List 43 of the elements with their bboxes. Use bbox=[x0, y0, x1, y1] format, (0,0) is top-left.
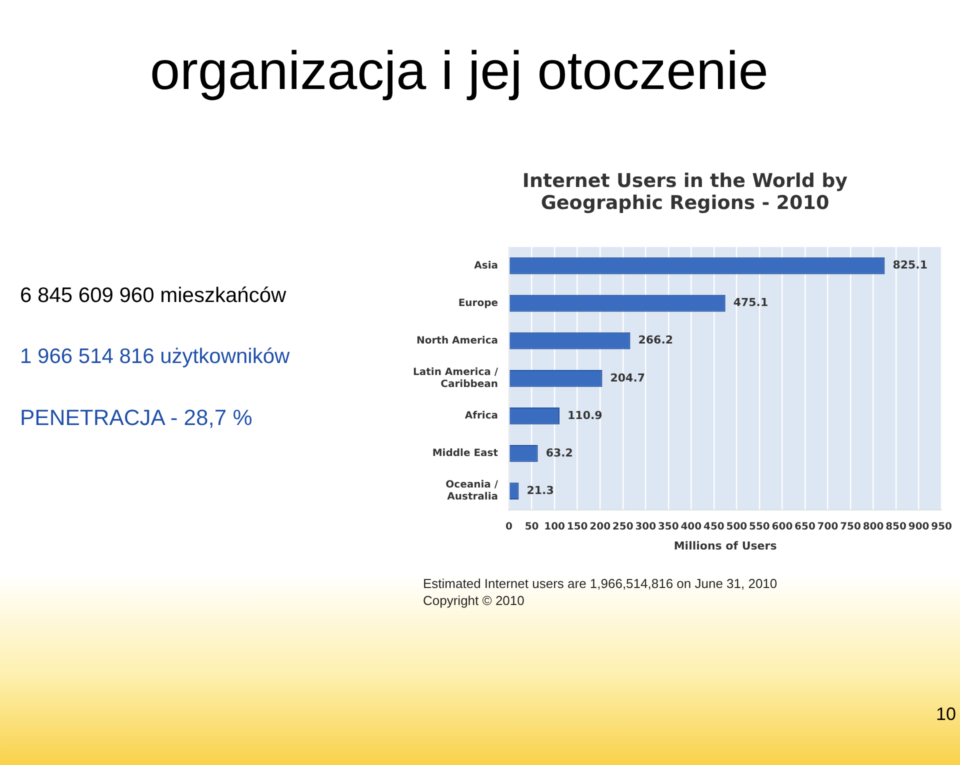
data-label: 825.1 bbox=[892, 258, 928, 272]
text: 6 845 609 960 mieszkańców bbox=[20, 284, 286, 308]
data-label: 110.9 bbox=[568, 408, 602, 422]
x-tick-label: 250 bbox=[612, 521, 634, 532]
text: PENETRACJA - 28,7 % bbox=[20, 405, 252, 431]
x-tick-label: 350 bbox=[658, 521, 679, 532]
data-label: 204.7 bbox=[610, 371, 646, 384]
y-tick-label: North America bbox=[416, 335, 498, 346]
data-label: 475.1 bbox=[733, 296, 768, 310]
y-tick-label: Middle East bbox=[432, 448, 498, 460]
y-tick-label: Asia bbox=[474, 260, 498, 272]
x-tick-label: 600 bbox=[772, 521, 793, 532]
x-tick-label: 0 bbox=[506, 521, 513, 532]
y-tick-label: Oceania / Australia bbox=[446, 480, 498, 503]
x-tick-label: 900 bbox=[908, 521, 930, 532]
x-tick-label: 500 bbox=[726, 521, 748, 532]
data-label: 21.3 bbox=[526, 484, 554, 497]
x-tick-label: 550 bbox=[749, 521, 770, 532]
x-tick-label: 850 bbox=[886, 521, 907, 532]
text: 10 bbox=[936, 704, 956, 725]
x-tick-label: 150 bbox=[566, 521, 588, 532]
text: Copyright © 2010 bbox=[423, 593, 524, 608]
x-tick-label: 300 bbox=[635, 521, 656, 532]
y-tick-label: Latin America / Caribbean bbox=[412, 366, 498, 390]
y-tick-label: Africa bbox=[464, 410, 498, 422]
x-tick-label: 450 bbox=[703, 521, 724, 532]
text: 1 966 514 816 użytkowników bbox=[20, 345, 290, 369]
x-tick-label: 800 bbox=[862, 521, 884, 532]
chart-title: Internet Users in the World by Geographic Regions - 2010 bbox=[521, 170, 849, 214]
x-tick-label: 650 bbox=[794, 521, 816, 532]
x-tick-label: 200 bbox=[590, 521, 611, 532]
x-axis-title: Millions of Users bbox=[674, 539, 778, 552]
text: Estimated Internet users are 1,966,514,816 on June 31, 2010 bbox=[423, 576, 778, 591]
y-tick-label: Europe bbox=[458, 298, 498, 309]
x-tick-label: 100 bbox=[544, 521, 566, 532]
data-label: 63.2 bbox=[546, 446, 573, 460]
x-tick-label: 950 bbox=[931, 521, 952, 532]
x-tick-label: 400 bbox=[680, 521, 702, 532]
text: organizacja i jej otoczenie bbox=[150, 40, 768, 102]
data-label: 266.2 bbox=[638, 334, 674, 347]
x-tick-label: 750 bbox=[840, 521, 861, 532]
x-tick-label: 50 bbox=[524, 521, 539, 532]
x-tick-label: 700 bbox=[817, 521, 838, 532]
